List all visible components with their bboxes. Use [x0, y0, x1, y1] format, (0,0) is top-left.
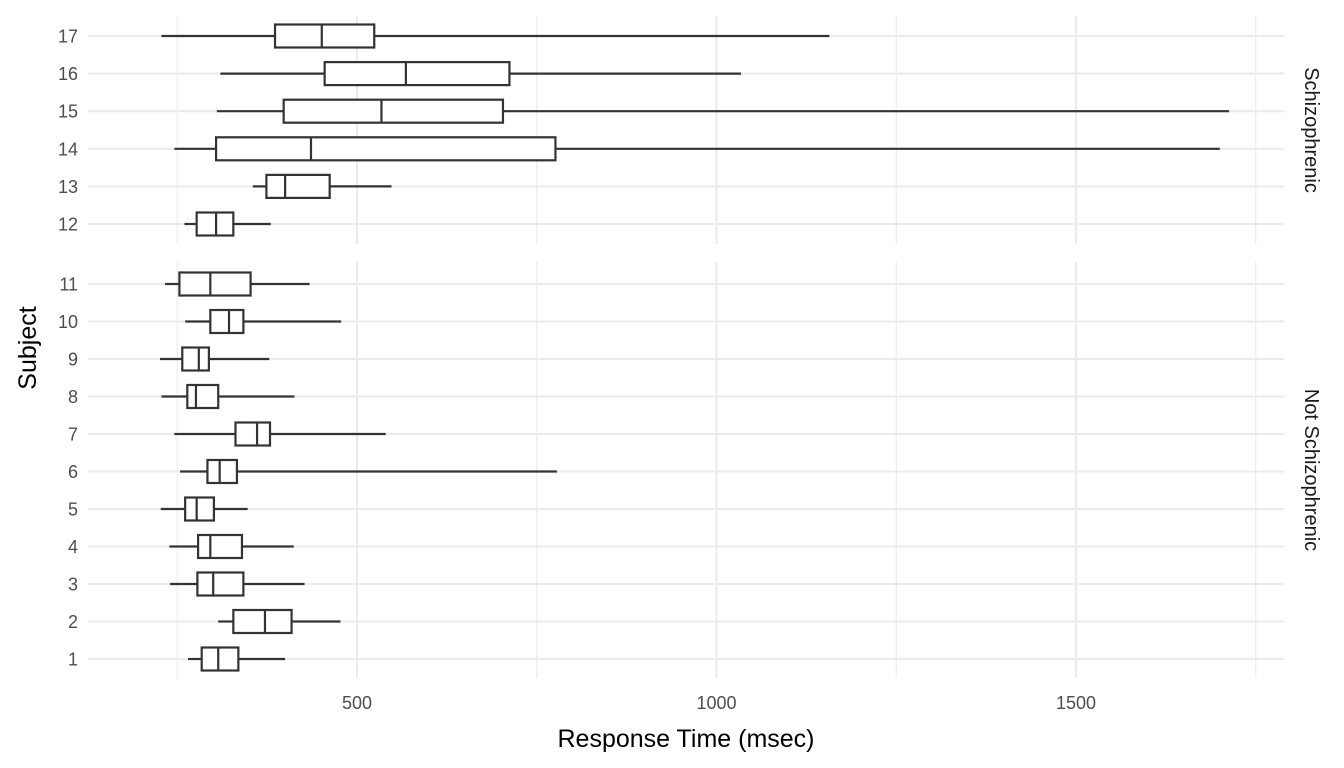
x-tick-label: 500 — [342, 693, 372, 713]
box-iqr — [325, 62, 510, 85]
box-iqr — [266, 175, 329, 198]
facet-strip-label: Not Schizophrenic — [1300, 389, 1322, 551]
box-iqr — [216, 137, 555, 160]
box-iqr — [207, 460, 236, 483]
facet-strip-label: Schizophrenic — [1300, 67, 1322, 193]
box-iqr — [179, 273, 250, 296]
y-tick-label: 14 — [58, 139, 78, 159]
box-iqr — [233, 610, 291, 633]
y-tick-label: 11 — [59, 275, 78, 295]
box-iqr — [197, 573, 243, 596]
y-tick-label: 17 — [58, 27, 78, 47]
box-iqr — [185, 498, 214, 521]
box-iqr — [235, 423, 270, 446]
y-tick-label: 7 — [68, 425, 78, 445]
box-iqr — [275, 25, 374, 48]
y-tick-label: 4 — [68, 537, 78, 557]
y-tick-label: 10 — [58, 312, 78, 332]
y-tick-label: 6 — [68, 462, 78, 482]
y-tick-label: 16 — [58, 64, 78, 84]
x-tick-label: 1000 — [696, 693, 736, 713]
y-tick-label: 1 — [68, 650, 78, 670]
grid-layer — [88, 16, 1284, 678]
box-iqr — [210, 310, 243, 333]
x-tick-label: 1500 — [1056, 693, 1096, 713]
box-iqr — [202, 648, 239, 671]
y-tick-label: 15 — [58, 102, 78, 122]
y-tick-label: 5 — [68, 500, 78, 520]
y-tick-label: 8 — [68, 387, 78, 407]
box-iqr — [182, 348, 209, 371]
box-layer — [160, 25, 1229, 671]
box-iqr — [187, 385, 218, 408]
y-tick-label: 13 — [58, 177, 78, 197]
box-iqr — [284, 100, 503, 123]
y-tick-label: 2 — [68, 612, 78, 632]
x-axis-title: Response Time (msec) — [557, 725, 814, 753]
y-tick-label: 12 — [58, 215, 78, 235]
y-tick-label: 3 — [68, 575, 78, 595]
box-iqr — [198, 535, 242, 558]
y-axis-title: Subject — [14, 306, 42, 389]
y-tick-label: 9 — [68, 350, 78, 370]
